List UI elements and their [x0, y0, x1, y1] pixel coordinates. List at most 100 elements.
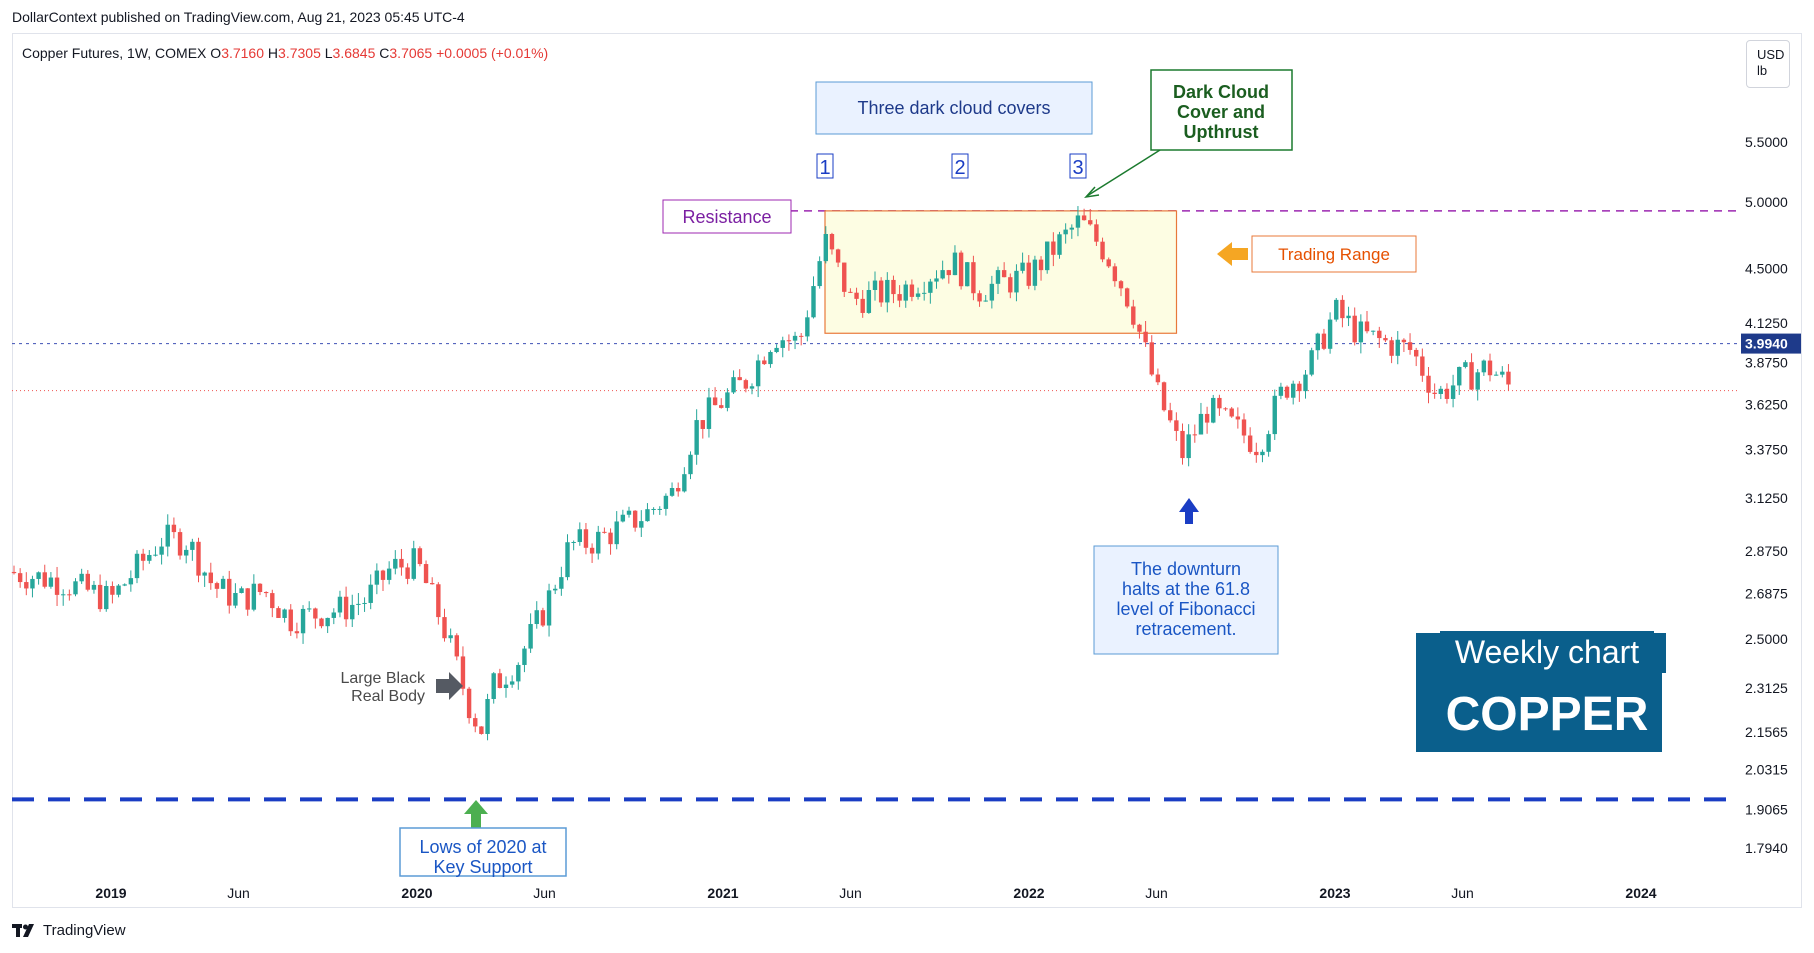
candle-body [73, 581, 78, 595]
candle-body [528, 624, 533, 649]
candle-body [639, 521, 644, 528]
candle-body [1045, 241, 1050, 271]
y-tick-label: 2.0315 [1745, 762, 1788, 778]
candle-body [1106, 259, 1111, 267]
resistance-label: Resistance [682, 207, 771, 227]
candle-body [362, 602, 367, 604]
candle-body [1254, 451, 1259, 456]
y-tick-label: 4.5000 [1745, 260, 1788, 276]
copper-label: COPPER [1446, 688, 1649, 741]
trading-range-label: Trading Range [1278, 245, 1390, 264]
candle-body [128, 578, 134, 585]
candle-body [177, 532, 183, 556]
candle-body [184, 549, 189, 556]
close-value: 3.7065 [389, 45, 433, 61]
close-label: C [379, 45, 390, 61]
candle-body [694, 420, 699, 455]
symbol-name[interactable]: Copper Futures, 1W, COMEX [22, 45, 207, 61]
candle-body [1008, 277, 1013, 293]
candle-body [1051, 241, 1056, 255]
fib-note-line: halts at the 61.8 [1122, 579, 1250, 599]
candle-body [1143, 331, 1148, 343]
candle-body [971, 262, 976, 294]
candle-body [546, 590, 552, 626]
candle-body [1506, 371, 1511, 385]
candle-body [780, 340, 785, 348]
candle-body [1161, 382, 1167, 411]
lows-line: Key Support [433, 857, 532, 877]
candle-body [891, 279, 896, 295]
dark-cloud-line: Cover and [1177, 102, 1265, 122]
candle-body [952, 252, 958, 276]
y-tick-label: 3.3750 [1745, 442, 1788, 458]
currency-unit-button[interactable]: USD lb [1746, 40, 1790, 88]
candle-body [1475, 372, 1480, 390]
candle-body [1426, 375, 1431, 393]
candle-body [596, 531, 601, 554]
candle-body [958, 252, 964, 287]
candle-body [1112, 266, 1118, 282]
candle-body [651, 508, 656, 510]
candle-body [313, 608, 318, 619]
candle-body [755, 360, 761, 387]
candle-body [725, 392, 730, 408]
candle-body [1291, 383, 1296, 398]
candle-body [245, 588, 250, 610]
candle-body [300, 608, 306, 634]
x-tick-label: Jun [1451, 885, 1474, 901]
candle-body [799, 335, 804, 337]
candle-body [85, 573, 90, 590]
fib-note-line: retracement. [1135, 619, 1236, 639]
chart-frame [12, 33, 1802, 908]
candle-body [1395, 339, 1400, 356]
candle-body [1457, 366, 1462, 386]
candle-body [1241, 419, 1247, 436]
x-tick-label: Jun [1145, 885, 1168, 901]
candle-body [1260, 451, 1265, 456]
low-label: L [324, 45, 333, 61]
candle-body [811, 286, 816, 318]
x-tick-label: 2021 [707, 885, 738, 901]
lows-line: Lows of 2020 at [419, 837, 546, 857]
x-tick-label: Jun [227, 885, 250, 901]
candle-body [540, 610, 546, 626]
candle-body [350, 604, 355, 620]
candle-body [626, 510, 632, 515]
candle-body [1211, 397, 1216, 423]
candle-body [1137, 324, 1142, 332]
candle-body [1069, 227, 1074, 230]
candle-body [1334, 299, 1339, 320]
candle-body [423, 564, 429, 584]
candle-body [571, 542, 576, 544]
candle-body [257, 583, 263, 593]
candle-body [602, 531, 607, 533]
candle-body [497, 673, 503, 689]
candle-body [700, 420, 705, 429]
candle-body [589, 547, 595, 554]
candle-body [282, 609, 287, 618]
candle-body [848, 291, 853, 293]
candle-body [386, 568, 392, 580]
candle-body [134, 553, 140, 579]
candle-body [430, 583, 435, 585]
black-body-arrow-icon [436, 672, 463, 700]
footer-brand[interactable]: TradingView [12, 922, 126, 939]
three-covers-box [815, 81, 1093, 135]
candle-body [1297, 383, 1302, 392]
candle-body [79, 573, 84, 582]
candle-body [442, 617, 447, 639]
fib-arrow-icon [1179, 498, 1199, 524]
candle-body [147, 555, 152, 561]
candle-body [214, 583, 220, 589]
candle-body [829, 234, 835, 250]
candle-body [1303, 374, 1308, 392]
candle-body [749, 386, 755, 389]
candle-body [1438, 388, 1443, 394]
candle-body [61, 594, 66, 596]
fib-note-line: level of Fibonacci [1116, 599, 1255, 619]
candle-body [669, 488, 675, 496]
candle-body [823, 234, 828, 262]
candle-body [922, 292, 927, 294]
y-tick-label: 2.6875 [1745, 585, 1788, 601]
